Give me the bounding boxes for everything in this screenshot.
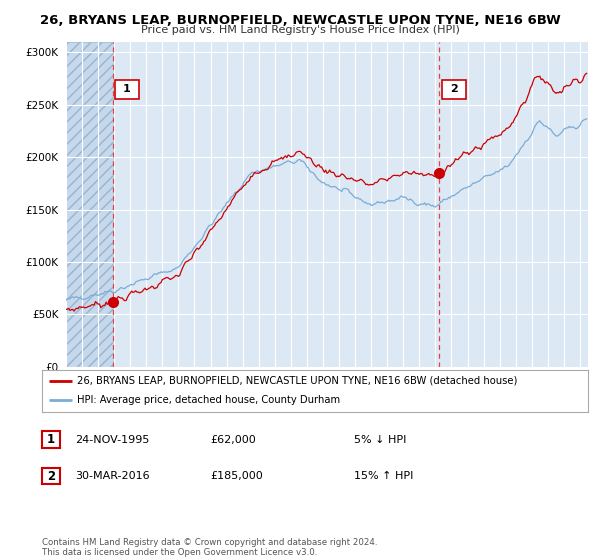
Text: 2: 2 (47, 469, 55, 483)
Text: 24-NOV-1995: 24-NOV-1995 (75, 435, 149, 445)
Text: 30-MAR-2016: 30-MAR-2016 (75, 471, 149, 481)
Text: HPI: Average price, detached house, County Durham: HPI: Average price, detached house, Coun… (77, 395, 341, 405)
FancyBboxPatch shape (442, 80, 466, 99)
Text: 15% ↑ HPI: 15% ↑ HPI (354, 471, 413, 481)
Text: 26, BRYANS LEAP, BURNOPFIELD, NEWCASTLE UPON TYNE, NE16 6BW: 26, BRYANS LEAP, BURNOPFIELD, NEWCASTLE … (40, 14, 560, 27)
Text: Contains HM Land Registry data © Crown copyright and database right 2024.
This d: Contains HM Land Registry data © Crown c… (42, 538, 377, 557)
Bar (66, 42, 113, 367)
Text: £62,000: £62,000 (210, 435, 256, 445)
Text: £185,000: £185,000 (210, 471, 263, 481)
Text: 1: 1 (123, 84, 131, 94)
Text: 26, BRYANS LEAP, BURNOPFIELD, NEWCASTLE UPON TYNE, NE16 6BW (detached house): 26, BRYANS LEAP, BURNOPFIELD, NEWCASTLE … (77, 376, 518, 386)
Text: 2: 2 (450, 84, 458, 94)
FancyBboxPatch shape (115, 80, 139, 99)
Text: 1: 1 (47, 433, 55, 446)
Text: Price paid vs. HM Land Registry's House Price Index (HPI): Price paid vs. HM Land Registry's House … (140, 25, 460, 35)
Bar (66, 42, 113, 367)
Text: 5% ↓ HPI: 5% ↓ HPI (354, 435, 406, 445)
